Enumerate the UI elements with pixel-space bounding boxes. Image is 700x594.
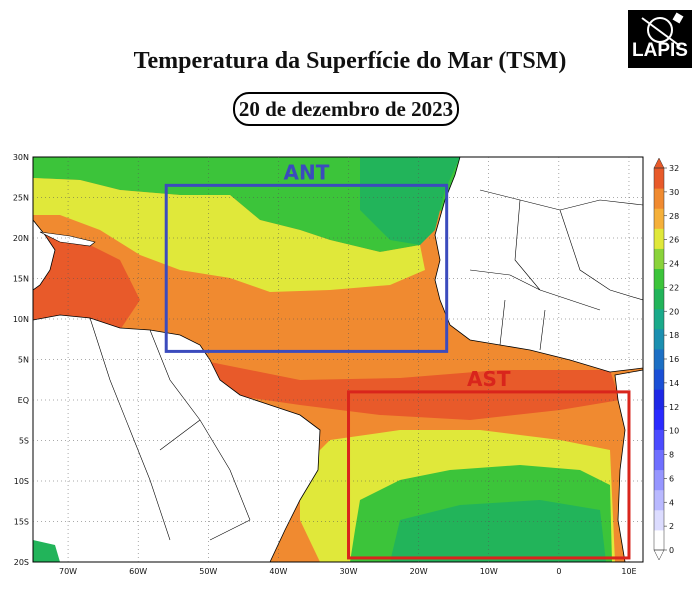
colorbar-tick-label: 22 — [669, 283, 679, 292]
lat-label: 10S — [14, 477, 29, 486]
colorbar-tick-label: 16 — [669, 355, 679, 364]
colorbar-segment — [654, 288, 664, 310]
latitude-labels: 30N 25N 20N 15N 10N 5N EQ 5S 10S 15S 20S — [13, 153, 29, 567]
colorbar-tick-label: 14 — [669, 379, 679, 388]
colorbar-segment — [654, 449, 664, 471]
lon-label: 0 — [556, 567, 561, 576]
colorbar-tick-label: 2 — [669, 522, 674, 531]
region-box-ant — [164, 183, 449, 353]
lat-label: 5S — [19, 437, 29, 446]
lat-label: 15S — [14, 518, 29, 527]
colorbar-tick-label: 26 — [669, 236, 679, 245]
lat-label: 25N — [13, 194, 29, 203]
lon-label: 10E — [621, 567, 636, 576]
colorbar-segment — [654, 248, 664, 270]
lat-label: EQ — [18, 396, 29, 405]
colorbar-segment — [654, 489, 664, 511]
colorbar-segment — [654, 369, 664, 390]
lat-label: 20S — [14, 558, 29, 567]
lon-label: 70W — [59, 567, 77, 576]
colorbar-top-arrow — [653, 157, 665, 169]
colorbar-tick-label: 32 — [669, 164, 679, 173]
colorbar-tick-label: 24 — [669, 260, 679, 269]
lat-label: 20N — [13, 234, 29, 243]
region-box-ast — [347, 390, 631, 560]
index-regions: ANT AST — [164, 160, 631, 560]
date-label: 20 de dezembro de 2023 — [233, 92, 459, 126]
lat-label: 30N — [13, 153, 29, 162]
colorbar-segment — [654, 529, 664, 551]
colorbar-segment — [654, 208, 664, 229]
colorbar-tick-label: 10 — [669, 427, 679, 436]
colorbar-segment — [654, 228, 664, 249]
colorbar-segment — [654, 429, 664, 450]
colorbar-segment — [654, 168, 664, 189]
lon-label: 50W — [199, 567, 217, 576]
colorbar-segment — [654, 328, 664, 350]
region-label-ast: AST — [467, 367, 511, 391]
colorbar-segment — [654, 469, 664, 491]
colorbar-tick-label: 4 — [669, 498, 674, 507]
region-label-ant: ANT — [284, 160, 330, 184]
colorbar-tick-label: 6 — [669, 474, 674, 483]
colorbar-tick-label: 12 — [669, 403, 679, 412]
lon-label: 10W — [480, 567, 498, 576]
lat-label: 5N — [18, 356, 29, 365]
logo-text: LAPIS — [632, 40, 688, 61]
satellite-icon — [641, 12, 684, 47]
colorbar-tick-label: 28 — [669, 212, 679, 221]
lat-label: 10N — [13, 315, 29, 324]
map-title: Temperatura da Superfície do Mar (TSM) — [133, 48, 567, 74]
colorbar-segment — [654, 188, 664, 209]
lapis-logo: LAPIS — [628, 10, 692, 68]
colorbar-segment — [654, 348, 664, 370]
colorbar-tick-label: 8 — [669, 451, 674, 460]
colorbar-bottom-arrow — [653, 549, 665, 561]
lon-label: 30W — [339, 567, 357, 576]
colorbar-segment — [654, 308, 664, 330]
colorbar-segment — [654, 409, 664, 430]
colorbar-tick-label: 18 — [669, 331, 679, 340]
graticule — [33, 157, 643, 562]
colorbar-tick-label: 20 — [669, 307, 679, 316]
colorbar-segment — [654, 389, 664, 410]
lon-label: 40W — [269, 567, 287, 576]
colorbar-tick-label: 30 — [669, 188, 679, 197]
colorbar-tick-label: 0 — [669, 546, 674, 555]
lon-label: 20W — [410, 567, 428, 576]
longitude-labels: 70W 60W 50W 40W 30W 20W 10W 0 10E — [59, 567, 637, 576]
colorbar-segment — [654, 268, 664, 290]
lat-label: 15N — [13, 275, 29, 284]
colorbar-segment — [654, 509, 664, 531]
lon-label: 60W — [129, 567, 147, 576]
